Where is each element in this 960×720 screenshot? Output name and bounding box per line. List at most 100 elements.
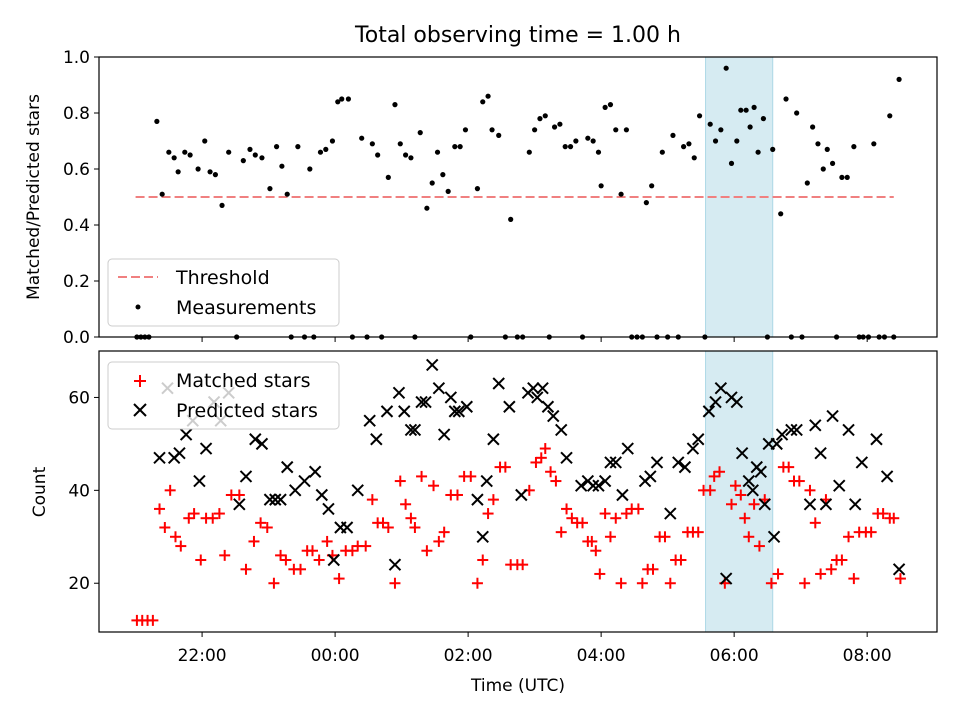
predicted-star-point (746, 484, 759, 497)
matched-star-point (586, 535, 598, 547)
measurement-point (159, 191, 165, 197)
matched-star-point (433, 535, 445, 547)
measurement-point (359, 135, 365, 141)
predicted-star-point (770, 437, 783, 451)
predicted-star-point (480, 474, 493, 488)
predicted-star-point (487, 433, 500, 446)
measurement-point (723, 65, 729, 71)
matched-star-point (632, 503, 644, 515)
predicted-star-point (892, 563, 906, 576)
matched-star-point (539, 443, 551, 455)
top-legend: Threshold Measurements (107, 258, 340, 327)
predicted-star-point (826, 409, 839, 423)
predicted-star-point (193, 474, 206, 488)
predicted-star-point (609, 456, 622, 469)
matched-star-point (739, 512, 751, 524)
matched-star-point (659, 531, 671, 543)
matched-star-point (888, 512, 900, 524)
matched-star-point (517, 559, 529, 571)
predicted-stars-points (153, 358, 906, 585)
bottom-axes-frame (98, 350, 938, 633)
predicted-star-point (425, 358, 439, 372)
matched-star-point (561, 503, 573, 515)
measurement-point (182, 149, 188, 155)
predicted-star-point (448, 405, 462, 418)
predicted-star-point (527, 381, 540, 395)
predicted-star-point (574, 479, 588, 492)
matched-star-point (894, 573, 906, 585)
predicted-star-point (758, 498, 771, 511)
predicted-star-point (370, 433, 383, 446)
predicted-star-point (492, 377, 505, 390)
matched-star-point (465, 470, 477, 482)
measurement-point (226, 149, 232, 155)
measurement-point (618, 191, 624, 197)
matched-star-point (261, 521, 273, 533)
measurement-point (403, 152, 409, 158)
predicted-star-point (842, 423, 855, 437)
measurement-point (696, 113, 703, 119)
matched-star-point (471, 577, 483, 589)
matched-star-point (240, 563, 252, 575)
predicted-star-point (515, 488, 528, 502)
top-x-ticks (201, 337, 868, 342)
bottom-y-tick-label: 60 (68, 388, 90, 408)
measurement-point (485, 93, 491, 99)
predicted-star-point (775, 428, 789, 441)
matched-star-point (725, 498, 737, 510)
measurement-point (751, 104, 757, 110)
matched-star-point (594, 568, 606, 580)
predicted-star-point (536, 381, 549, 395)
measurement-point (295, 144, 301, 150)
measurement-point (810, 124, 816, 130)
bottom-x-tick-label: 08:00 (843, 646, 892, 666)
matched-star-point (783, 461, 795, 473)
bottom-y-tick-label: 40 (68, 481, 90, 501)
predicted-star-point (833, 479, 846, 492)
measurement-point (154, 118, 160, 124)
measurement-point (537, 116, 543, 122)
measurement-point (457, 144, 463, 150)
top-y-axis-label: Matched/Predicted stars (24, 94, 44, 300)
matched-star-point (159, 521, 171, 533)
matched-star-point (545, 466, 557, 478)
measurement-point (728, 160, 735, 166)
predicted-star-point (255, 437, 269, 451)
measurement-point (440, 172, 446, 178)
predicted-star-point (754, 465, 767, 478)
measurement-point (598, 183, 604, 189)
predicted-star-point (233, 498, 246, 511)
bottom-x-tick-label: 02:00 (444, 646, 493, 666)
measurement-point (734, 138, 740, 144)
measurement-point (743, 107, 749, 113)
predicted-star-point (432, 381, 446, 395)
matched-star-point (692, 526, 704, 538)
measurement-point (329, 138, 336, 144)
predicted-star-point (503, 400, 516, 413)
measurement-point (712, 138, 719, 144)
measurement-point (557, 121, 563, 127)
measurement-point (659, 149, 665, 155)
predicted-star-point (274, 493, 287, 506)
matched-star-point (409, 521, 421, 533)
measurement-point (212, 172, 218, 178)
matched-star-point (604, 531, 616, 543)
measurement-point (429, 180, 435, 186)
matched-star-point (753, 540, 765, 552)
predicted-star-point (547, 409, 560, 423)
matched-star-point (428, 480, 440, 492)
measurement-point (480, 99, 486, 105)
predicted-star-point (471, 493, 484, 506)
predicted-star-point (672, 456, 685, 469)
predicted-star-point (785, 423, 798, 437)
predicted-star-point (880, 470, 894, 483)
matched-star-point (477, 554, 489, 566)
predicted-star-point (709, 395, 722, 409)
matched-star-point (207, 512, 219, 524)
top-legend-box (107, 258, 340, 327)
top-y-tick-label: 1.0 (63, 48, 90, 68)
bottom-legend-box (107, 361, 340, 430)
matched-star-point (213, 508, 225, 520)
predicted-star-point (767, 530, 781, 543)
matched-star-point (714, 466, 726, 478)
